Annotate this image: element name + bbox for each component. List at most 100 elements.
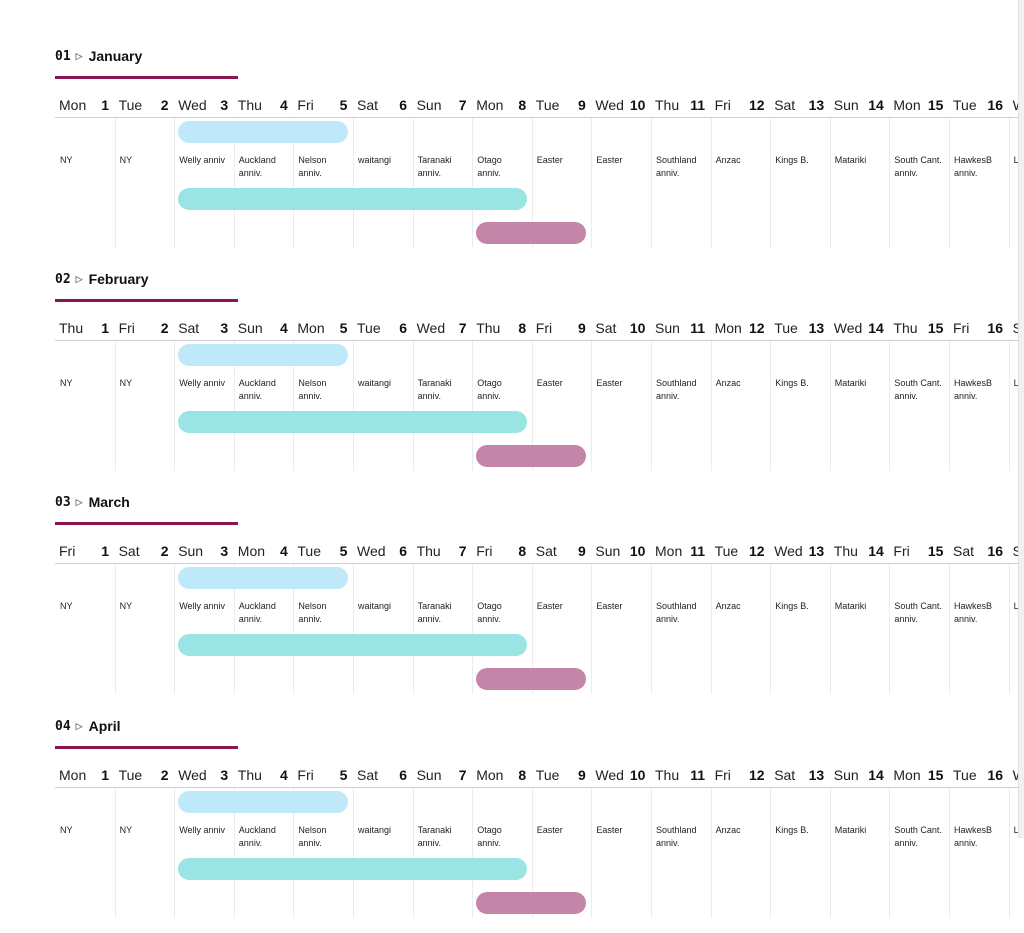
column-divider: [591, 341, 593, 471]
day-header[interactable]: Wed 13: [770, 540, 829, 562]
day-header[interactable]: Fri 12: [711, 94, 770, 116]
day-header[interactable]: Wed 10: [591, 764, 650, 786]
expand-arrow-icon[interactable]: ▷: [75, 496, 83, 507]
column-divider: [293, 564, 295, 694]
day-header[interactable]: Fri 8: [472, 540, 531, 562]
holiday-row: NY NY Welly anniv Auckland anniv. Nelson ann…: [55, 154, 1018, 184]
day-header[interactable]: Fri 15: [889, 540, 948, 562]
expand-arrow-icon[interactable]: ▷: [75, 720, 83, 731]
day-header[interactable]: Tue 2: [115, 94, 174, 116]
day-header[interactable]: Sat 6: [353, 94, 412, 116]
day-header[interactable]: Thu 14: [830, 540, 889, 562]
day-header[interactable]: Fri 16: [949, 317, 1008, 339]
day-number: 16: [987, 320, 1003, 336]
day-header[interactable]: Mon 15: [889, 764, 948, 786]
day-header[interactable]: Wed 10: [591, 94, 650, 116]
event-bar[interactable]: [178, 791, 348, 813]
day-header[interactable]: Sun 14: [830, 94, 889, 116]
event-bar[interactable]: [178, 567, 348, 589]
day-header[interactable]: Mon 12: [711, 317, 770, 339]
event-bar[interactable]: [178, 344, 348, 366]
event-bar[interactable]: [178, 858, 527, 880]
day-header[interactable]: Sat 13: [770, 94, 829, 116]
day-header[interactable]: Tue 6: [353, 317, 412, 339]
event-bar[interactable]: [178, 411, 527, 433]
day-header[interactable]: Mon 8: [472, 94, 531, 116]
day-header[interactable]: Thu 8: [472, 317, 531, 339]
month-title[interactable]: 04 ▷ April: [55, 716, 120, 736]
day-header[interactable]: Sun 7: [413, 94, 472, 116]
event-bar[interactable]: [476, 445, 586, 467]
day-header[interactable]: Tue 12: [711, 540, 770, 562]
day-header[interactable]: Mon 11: [651, 540, 710, 562]
month-title[interactable]: 02 ▷ February: [55, 269, 149, 289]
day-header[interactable]: Sun 4: [234, 317, 293, 339]
holiday-label: NY: [60, 601, 73, 611]
day-header[interactable]: Fri 1: [55, 540, 114, 562]
day-header[interactable]: Tue 13: [770, 317, 829, 339]
day-header[interactable]: Tue 16: [949, 764, 1008, 786]
day-header[interactable]: Thu 1: [55, 317, 114, 339]
day-header[interactable]: Sun 7: [413, 764, 472, 786]
day-header[interactable]: Thu 4: [234, 764, 293, 786]
day-header[interactable]: Tue 5: [293, 540, 352, 562]
holiday-label: Taranaki anniv.: [417, 825, 452, 848]
day-header[interactable]: Thu 7: [413, 540, 472, 562]
column-divider: [233, 118, 235, 248]
day-header[interactable]: Sat 9: [532, 540, 591, 562]
day-header[interactable]: Mon 8: [472, 764, 531, 786]
day-header[interactable]: Sun 10: [591, 540, 650, 562]
expand-arrow-icon[interactable]: ▷: [75, 273, 83, 284]
event-bar[interactable]: [476, 222, 586, 244]
day-header[interactable]: Sat 2: [115, 540, 174, 562]
day-header[interactable]: Mon 1: [55, 764, 114, 786]
column-divider: [174, 341, 176, 471]
day-header[interactable]: Sat 6: [353, 764, 412, 786]
day-header[interactable]: Wed 6: [353, 540, 412, 562]
day-header[interactable]: Wed 7: [413, 317, 472, 339]
event-bar[interactable]: [178, 188, 527, 210]
expand-arrow-icon[interactable]: ▷: [75, 50, 83, 61]
day-header[interactable]: W: [1009, 94, 1018, 116]
event-bar[interactable]: [178, 121, 348, 143]
day-header[interactable]: Thu 4: [234, 94, 293, 116]
day-header[interactable]: Mon 1: [55, 94, 114, 116]
month-title[interactable]: 01 ▷ January: [55, 46, 142, 66]
day-header[interactable]: Sun 14: [830, 764, 889, 786]
day-header[interactable]: Wed 3: [174, 94, 233, 116]
day-header[interactable]: Wed 14: [830, 317, 889, 339]
event-bar[interactable]: [178, 634, 527, 656]
event-bar[interactable]: [476, 668, 586, 690]
holiday-label: Anzac: [715, 601, 741, 611]
day-header[interactable]: Sat 3: [174, 317, 233, 339]
day-header[interactable]: Mon 5: [293, 317, 352, 339]
day-header[interactable]: Sun 3: [174, 540, 233, 562]
day-header[interactable]: Fri 12: [711, 764, 770, 786]
day-number: 16: [987, 767, 1003, 783]
day-header[interactable]: Fri 5: [293, 94, 352, 116]
day-name: S: [1012, 543, 1018, 559]
day-header[interactable]: Fri 5: [293, 764, 352, 786]
day-header[interactable]: Thu 11: [651, 764, 710, 786]
day-header[interactable]: Tue 9: [532, 764, 591, 786]
day-header[interactable]: Sat 16: [949, 540, 1008, 562]
day-header[interactable]: Mon 15: [889, 94, 948, 116]
day-header[interactable]: Tue 2: [115, 764, 174, 786]
day-header[interactable]: S: [1009, 317, 1018, 339]
day-header[interactable]: Thu 15: [889, 317, 948, 339]
day-header[interactable]: Tue 9: [532, 94, 591, 116]
day-header[interactable]: Sun 11: [651, 317, 710, 339]
day-header[interactable]: Wed 3: [174, 764, 233, 786]
day-header[interactable]: Fri 9: [532, 317, 591, 339]
day-header[interactable]: S: [1009, 540, 1018, 562]
day-header[interactable]: Fri 2: [115, 317, 174, 339]
day-header[interactable]: Sat 13: [770, 764, 829, 786]
event-bar[interactable]: [476, 892, 586, 914]
day-header[interactable]: Mon 4: [234, 540, 293, 562]
day-header[interactable]: W: [1009, 764, 1018, 786]
day-header[interactable]: Thu 11: [651, 94, 710, 116]
month-title[interactable]: 03 ▷ March: [55, 492, 130, 512]
column-divider: [472, 341, 474, 471]
day-header[interactable]: Tue 16: [949, 94, 1008, 116]
day-header[interactable]: Sat 10: [591, 317, 650, 339]
